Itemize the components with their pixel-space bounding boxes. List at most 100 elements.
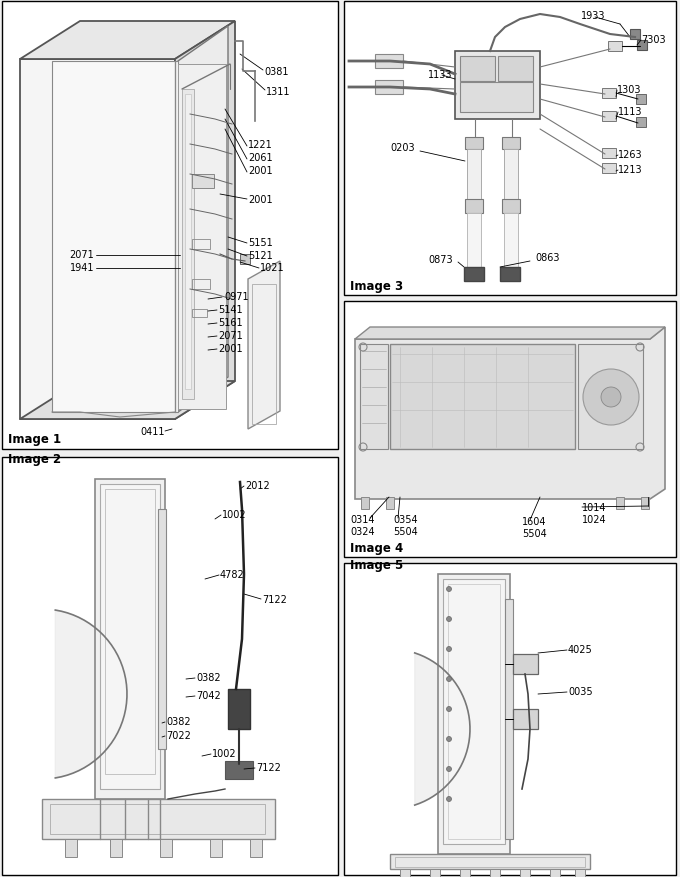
Text: 2001: 2001 [218,344,243,353]
Text: 4025: 4025 [568,645,593,654]
Circle shape [583,369,639,425]
Text: 1221: 1221 [248,139,273,150]
Bar [50,804,265,834]
Bar [225,761,253,779]
Polygon shape [178,27,228,412]
Bar [460,869,470,877]
Bar [460,57,495,82]
Bar [465,138,483,150]
Bar [344,302,676,558]
Text: 1021: 1021 [260,263,285,273]
Text: 0203: 0203 [390,143,415,153]
Text: 1002: 1002 [212,748,237,758]
Bar [250,839,262,857]
Bar [2,2,338,450]
Bar [2,458,338,875]
Bar [182,90,194,400]
Text: 0354: 0354 [393,515,418,524]
Bar [160,839,172,857]
Bar [636,118,646,128]
Bar [100,484,160,789]
Bar [192,310,207,317]
Circle shape [447,737,452,742]
Text: 2061: 2061 [248,153,273,163]
Text: 7122: 7122 [262,595,287,604]
Bar [616,497,624,510]
Bar [228,689,250,729]
Bar [637,41,647,51]
Polygon shape [52,62,178,412]
Bar [455,52,540,120]
Bar [641,497,649,510]
Bar [344,2,676,296]
Bar [520,869,530,877]
Bar [608,42,622,52]
Text: 1941: 1941 [69,263,94,273]
Text: 1113: 1113 [618,107,643,117]
Bar [513,654,538,674]
Bar [602,164,616,174]
Text: 0324: 0324 [350,526,375,537]
Text: 1303: 1303 [617,85,641,95]
Bar [386,497,394,510]
Text: 5161: 5161 [218,317,243,328]
Bar [465,200,483,214]
Bar [192,239,210,250]
Bar [360,345,388,450]
Bar [210,839,222,857]
Polygon shape [20,60,175,419]
Text: 0381: 0381 [264,67,288,77]
Text: 7042: 7042 [196,690,221,700]
Bar [65,839,77,857]
Circle shape [447,707,452,712]
Text: Image 2: Image 2 [8,453,61,466]
Bar [502,200,520,214]
Text: 0314: 0314 [350,515,375,524]
Text: Image 5: Image 5 [350,559,403,572]
Circle shape [447,766,452,772]
Polygon shape [248,261,280,430]
Text: 1311: 1311 [266,87,290,96]
Bar [467,214,481,268]
Bar [375,55,403,69]
Bar [460,83,533,113]
Text: 1014: 1014 [582,503,607,512]
Text: 0382: 0382 [166,717,190,726]
Bar [448,584,500,839]
Bar [185,95,191,389]
Bar [240,254,250,265]
Text: 1213: 1213 [618,165,643,175]
Text: 2012: 2012 [245,481,270,490]
Text: 1024: 1024 [582,515,607,524]
Bar [578,345,643,450]
Polygon shape [55,610,127,778]
Bar [550,869,560,877]
Polygon shape [20,22,235,60]
Text: 1263: 1263 [618,150,643,160]
Text: 7303: 7303 [641,35,666,45]
Polygon shape [42,799,275,839]
Text: 4782: 4782 [220,569,245,580]
Text: 0035: 0035 [568,686,593,696]
Bar [464,267,484,282]
Circle shape [447,796,452,802]
Bar [192,175,214,189]
Bar [630,30,640,40]
Bar [375,81,403,95]
Polygon shape [415,653,470,805]
Bar [490,869,500,877]
Circle shape [601,388,621,408]
Text: 0863: 0863 [535,253,560,263]
Text: 0873: 0873 [428,254,453,265]
Bar [252,285,276,424]
Text: 2001: 2001 [248,195,273,204]
Text: 5141: 5141 [218,304,243,315]
Polygon shape [355,328,665,339]
Text: 2071: 2071 [69,250,94,260]
Text: Image 4: Image 4 [350,542,403,555]
Circle shape [447,646,452,652]
Text: 0971: 0971 [224,292,249,302]
Bar [395,857,585,867]
Polygon shape [355,328,665,499]
Bar [443,580,505,844]
